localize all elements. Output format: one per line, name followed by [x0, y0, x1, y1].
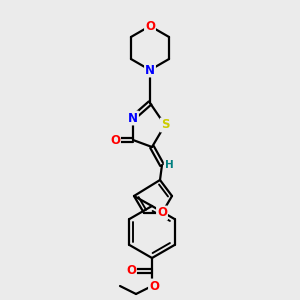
Text: N: N: [145, 64, 155, 76]
Text: O: O: [149, 280, 159, 292]
Text: H: H: [165, 160, 173, 170]
Text: O: O: [126, 265, 136, 278]
Text: O: O: [157, 206, 167, 220]
Text: S: S: [161, 118, 169, 131]
Text: O: O: [110, 134, 120, 146]
Text: N: N: [128, 112, 138, 124]
Text: O: O: [145, 20, 155, 32]
